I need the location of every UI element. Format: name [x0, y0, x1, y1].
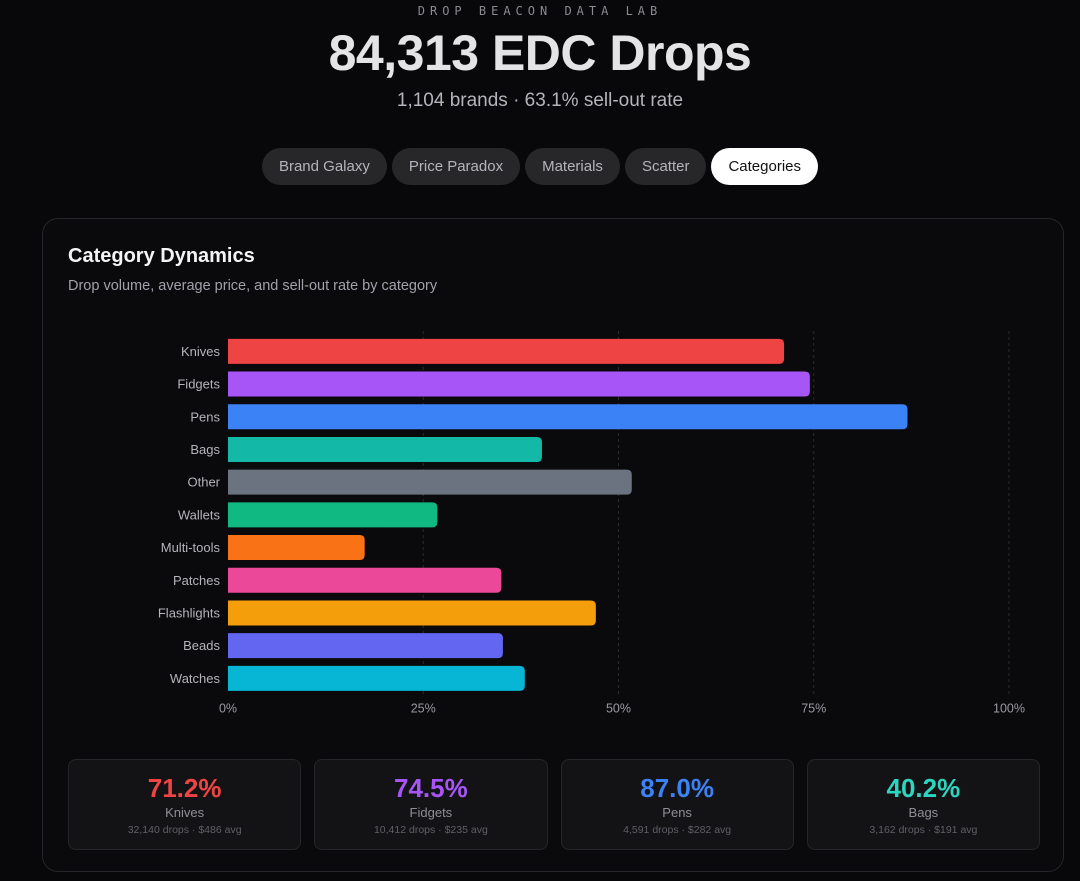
- app-eyebrow: DROP BEACON DATA LAB: [417, 4, 663, 18]
- card-sellout-value: 87.0%: [640, 773, 714, 803]
- y-category-label: Bags: [190, 442, 220, 457]
- bar-fidgets[interactable]: [228, 371, 810, 397]
- y-category-label: Multi-tools: [161, 540, 221, 555]
- card-meta: 32,140 drops · $486 avg: [127, 824, 242, 836]
- stat-card-pens[interactable]: 87.0% Pens 4,591 drops · $282 avg: [560, 759, 794, 850]
- x-tick-label: 25%: [411, 702, 436, 716]
- tab-brand-galaxy[interactable]: Brand Galaxy: [261, 148, 387, 185]
- bar-knives[interactable]: [228, 338, 785, 364]
- y-category-label: Watches: [170, 671, 221, 686]
- category-dynamics-panel: Category Dynamics Drop volume, average p…: [42, 218, 1064, 872]
- card-sellout-value: 40.2%: [886, 773, 961, 803]
- y-category-label: Wallets: [178, 507, 221, 522]
- y-category-label: Pens: [190, 409, 220, 424]
- tab-price-paradox[interactable]: Price Paradox: [391, 148, 521, 185]
- stat-cards: 71.2% Knives 32,140 drops · $486 avg 74.…: [68, 759, 1040, 850]
- x-tick-label: 75%: [801, 702, 826, 716]
- y-category-label: Flashlights: [158, 605, 221, 620]
- stat-card-bags[interactable]: 40.2% Bags 3,162 drops · $191 avg: [806, 759, 1040, 850]
- bar-pens[interactable]: [228, 404, 908, 430]
- x-tick-label: 50%: [606, 702, 631, 716]
- view-tabs: Brand Galaxy Price Paradox Materials Sca…: [0, 148, 1080, 185]
- panel-title: Category Dynamics: [68, 245, 255, 267]
- stat-card-knives[interactable]: 71.2% Knives 32,140 drops · $486 avg: [68, 759, 302, 850]
- bar-flashlights[interactable]: [228, 600, 596, 626]
- y-category-label: Knives: [181, 344, 221, 359]
- y-category-label: Fidgets: [177, 377, 220, 392]
- page-subtitle: 1,104 brands · 63.1% sell-out rate: [396, 90, 684, 111]
- chart-x-ticks: 0% 25% 50% 75% 100%: [219, 702, 1025, 716]
- bar-beads[interactable]: [228, 633, 503, 659]
- card-meta: 3,162 drops · $191 avg: [869, 824, 978, 836]
- bar-multi-tools[interactable]: [228, 535, 365, 561]
- card-category-label: Fidgets: [409, 805, 453, 820]
- bar-watches[interactable]: [228, 665, 525, 691]
- bar-bags[interactable]: [228, 436, 542, 462]
- y-category-label: Beads: [183, 638, 220, 653]
- bar-other[interactable]: [228, 469, 632, 495]
- card-sellout-value: 71.2%: [147, 773, 222, 803]
- card-meta: 4,591 drops · $282 avg: [623, 824, 732, 836]
- card-category-label: Knives: [165, 805, 205, 820]
- card-sellout-value: 74.5%: [394, 773, 468, 803]
- card-meta: 10,412 drops · $235 avg: [373, 824, 488, 836]
- tab-materials[interactable]: Materials: [525, 148, 620, 185]
- chart-y-labels: Knives Fidgets Pens Bags Other Wallets Multi-t…: [158, 344, 221, 686]
- tab-categories[interactable]: Categories: [711, 148, 819, 185]
- page-title: 84,313 EDC Drops: [328, 25, 752, 81]
- bar-wallets[interactable]: [228, 502, 438, 528]
- x-tick-label: 100%: [993, 702, 1025, 716]
- bar-patches[interactable]: [228, 567, 502, 593]
- x-tick-label: 0%: [219, 702, 237, 716]
- y-category-label: Other: [187, 475, 220, 490]
- tab-scatter[interactable]: Scatter: [624, 148, 707, 185]
- panel-subtitle: Drop volume, average price, and sell-out…: [68, 278, 438, 294]
- sellout-bar-chart: Knives Fidgets Pens Bags Other Wallets Multi-t…: [158, 331, 1025, 716]
- y-category-label: Patches: [173, 573, 220, 588]
- chart-bars: [228, 338, 908, 691]
- card-category-label: Bags: [908, 805, 939, 820]
- card-category-label: Pens: [662, 805, 692, 820]
- stat-card-fidgets[interactable]: 74.5% Fidgets 10,412 drops · $235 avg: [314, 759, 548, 850]
